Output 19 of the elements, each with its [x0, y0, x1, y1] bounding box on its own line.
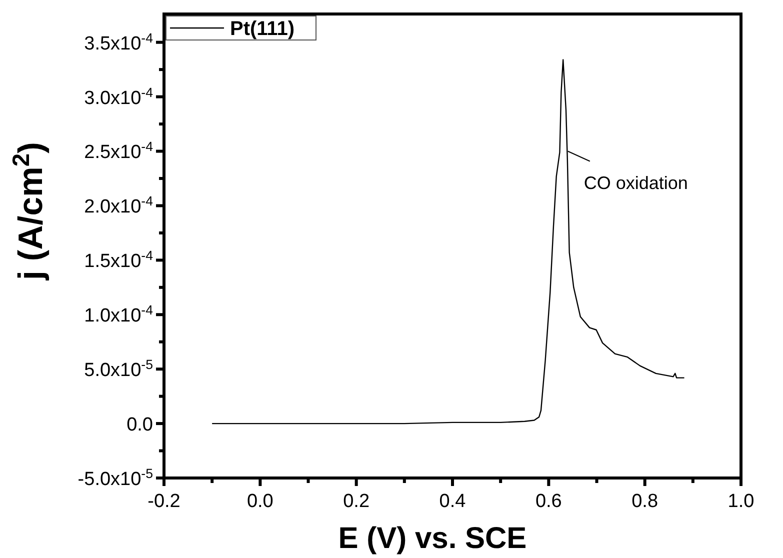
y-tick-label: 2.0x10$^{-4}$ [84, 193, 153, 218]
y-tick-label: 5.0x10$^{-5}$ [84, 356, 153, 382]
x-tick-label: 0.8 [632, 491, 658, 512]
x-tick-label: 0.6 [535, 491, 562, 512]
x-tick-label: 0.2 [343, 491, 370, 512]
y-tick-label: 1.5x10$^{-4}$ [84, 248, 153, 272]
x-axis-title: E (V) vs. SCE [338, 522, 527, 555]
y-tick-label: 2.5x10$^{-4}$ [84, 138, 153, 164]
x-tick-label: 0.0 [246, 491, 274, 512]
x-tick-label: 1.0 [728, 491, 754, 512]
x-tick-label: -0.2 [148, 491, 180, 512]
annotation: CO oxidation [584, 173, 688, 194]
y-tick-label: 3.0x10$^{-4}$ [84, 84, 153, 109]
y-tick-label: 3.5x10$^{-4}$ [84, 30, 153, 54]
x-tick-label: 0.4 [439, 491, 466, 512]
y-tick-label: 1.0x10$^{-4}$ [84, 302, 153, 327]
legend-label: Pt(111) [230, 18, 294, 40]
y-tick-label: -5.0x10$^{-5}$ [78, 466, 153, 490]
y-tick-label: 0.0 [126, 414, 153, 436]
